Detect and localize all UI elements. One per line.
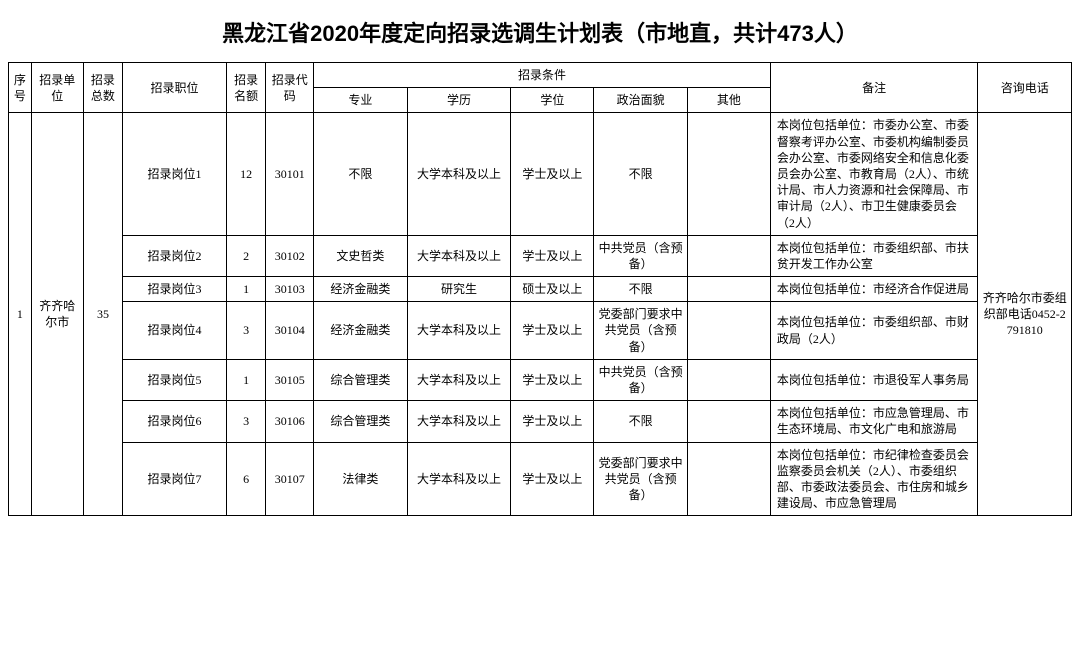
cell-education: 大学本科及以上 (407, 235, 511, 276)
cell-remark: 本岗位包括单位：市委办公室、市委督察考评办公室、市委机构编制委员会办公室、市委网… (770, 113, 978, 235)
cell-phone: 齐齐哈尔市委组织部电话0452-2791810 (978, 113, 1072, 516)
table-row: 招录岗位6330106综合管理类大学本科及以上学士及以上不限 本岗位包括单位：市应… (9, 401, 1072, 442)
th-seq: 序号 (9, 63, 32, 113)
cell-quota: 3 (226, 302, 265, 360)
th-unit: 招录单位 (31, 63, 83, 113)
cell-position: 招录岗位7 (123, 442, 227, 516)
cell-code: 30102 (266, 235, 314, 276)
th-total: 招录总数 (83, 63, 122, 113)
cell-other (687, 302, 770, 360)
cell-political: 党委部门要求中共党员（含预备） (594, 442, 687, 516)
cell-political: 不限 (594, 113, 687, 235)
table-row: 1齐齐哈尔市35招录岗位11230101不限大学本科及以上学士及以上不限本岗位包… (9, 113, 1072, 235)
cell-degree: 学士及以上 (511, 113, 594, 235)
cell-position: 招录岗位1 (123, 113, 227, 235)
cell-other (687, 277, 770, 302)
cell-quota: 6 (226, 442, 265, 516)
cell-other (687, 401, 770, 442)
cell-remark: 本岗位包括单位：市委组织部、市财政局（2人） (770, 302, 978, 360)
table-row: 招录岗位2230102文史哲类大学本科及以上学士及以上中共党员（含预备） 本岗位包… (9, 235, 1072, 276)
cell-degree: 学士及以上 (511, 235, 594, 276)
cell-code: 30103 (266, 277, 314, 302)
cell-code: 30107 (266, 442, 314, 516)
cell-degree: 硕士及以上 (511, 277, 594, 302)
cell-education: 大学本科及以上 (407, 302, 511, 360)
cell-code: 30106 (266, 401, 314, 442)
cell-political: 不限 (594, 401, 687, 442)
cell-remark: 本岗位包括单位：市委组织部、市扶贫开发工作办公室 (770, 235, 978, 276)
cell-degree: 学士及以上 (511, 442, 594, 516)
table-body: 1齐齐哈尔市35招录岗位11230101不限大学本科及以上学士及以上不限本岗位包… (9, 113, 1072, 516)
cell-remark: 本岗位包括单位：市应急管理局、市生态环境局、市文化广电和旅游局 (770, 401, 978, 442)
table-row: 招录岗位7630107法律类大学本科及以上学士及以上党委部门要求中共党员（含预备… (9, 442, 1072, 516)
cell-code: 30104 (266, 302, 314, 360)
cell-degree: 学士及以上 (511, 401, 594, 442)
th-phone: 咨询电话 (978, 63, 1072, 113)
page-title: 黑龙江省2020年度定向招录选调生计划表（市地直，共计473人） (8, 16, 1072, 48)
cell-remark: 本岗位包括单位：市退役军人事务局 (770, 359, 978, 400)
cell-education: 研究生 (407, 277, 511, 302)
cell-total: 35 (83, 113, 122, 516)
cell-quota: 3 (226, 401, 265, 442)
cell-other (687, 359, 770, 400)
cell-political: 党委部门要求中共党员（含预备） (594, 302, 687, 360)
cell-position: 招录岗位5 (123, 359, 227, 400)
cell-remark: 本岗位包括单位：市经济合作促进局 (770, 277, 978, 302)
cell-political: 不限 (594, 277, 687, 302)
cell-quota: 1 (226, 277, 265, 302)
table-header: 序号 招录单位 招录总数 招录职位 招录名额 招录代码 招录条件 备注 咨询电话… (9, 63, 1072, 113)
table-row: 招录岗位4330104经济金融类大学本科及以上学士及以上党委部门要求中共党员（含… (9, 302, 1072, 360)
cell-remark: 本岗位包括单位：市纪律检查委员会监察委员会机关（2人）、市委组织部、市委政法委员… (770, 442, 978, 516)
cell-code: 30101 (266, 113, 314, 235)
recruitment-table: 序号 招录单位 招录总数 招录职位 招录名额 招录代码 招录条件 备注 咨询电话… (8, 62, 1072, 516)
cell-major: 综合管理类 (314, 401, 407, 442)
table-row: 招录岗位3130103经济金融类研究生硕士及以上不限 本岗位包括单位：市经济合作促… (9, 277, 1072, 302)
cell-quota: 12 (226, 113, 265, 235)
cell-education: 大学本科及以上 (407, 401, 511, 442)
cell-major: 经济金融类 (314, 302, 407, 360)
th-major: 专业 (314, 88, 407, 113)
th-quota: 招录名额 (226, 63, 265, 113)
cell-major: 综合管理类 (314, 359, 407, 400)
cell-position: 招录岗位6 (123, 401, 227, 442)
th-political: 政治面貌 (594, 88, 687, 113)
cell-major: 文史哲类 (314, 235, 407, 276)
th-conditions-group: 招录条件 (314, 63, 771, 88)
cell-position: 招录岗位4 (123, 302, 227, 360)
cell-education: 大学本科及以上 (407, 113, 511, 235)
th-remark: 备注 (770, 63, 978, 113)
cell-degree: 学士及以上 (511, 359, 594, 400)
cell-major: 不限 (314, 113, 407, 235)
table-row: 招录岗位5130105综合管理类大学本科及以上学士及以上中共党员（含预备） 本岗位… (9, 359, 1072, 400)
cell-other (687, 442, 770, 516)
th-degree: 学位 (511, 88, 594, 113)
cell-education: 大学本科及以上 (407, 359, 511, 400)
th-position: 招录职位 (123, 63, 227, 113)
cell-political: 中共党员（含预备） (594, 235, 687, 276)
cell-other (687, 235, 770, 276)
cell-political: 中共党员（含预备） (594, 359, 687, 400)
cell-quota: 1 (226, 359, 265, 400)
cell-education: 大学本科及以上 (407, 442, 511, 516)
cell-major: 法律类 (314, 442, 407, 516)
th-education: 学历 (407, 88, 511, 113)
cell-position: 招录岗位2 (123, 235, 227, 276)
th-other: 其他 (687, 88, 770, 113)
th-code: 招录代码 (266, 63, 314, 113)
cell-position: 招录岗位3 (123, 277, 227, 302)
cell-degree: 学士及以上 (511, 302, 594, 360)
cell-code: 30105 (266, 359, 314, 400)
cell-unit: 齐齐哈尔市 (31, 113, 83, 516)
cell-major: 经济金融类 (314, 277, 407, 302)
cell-quota: 2 (226, 235, 265, 276)
cell-other (687, 113, 770, 235)
cell-seq: 1 (9, 113, 32, 516)
